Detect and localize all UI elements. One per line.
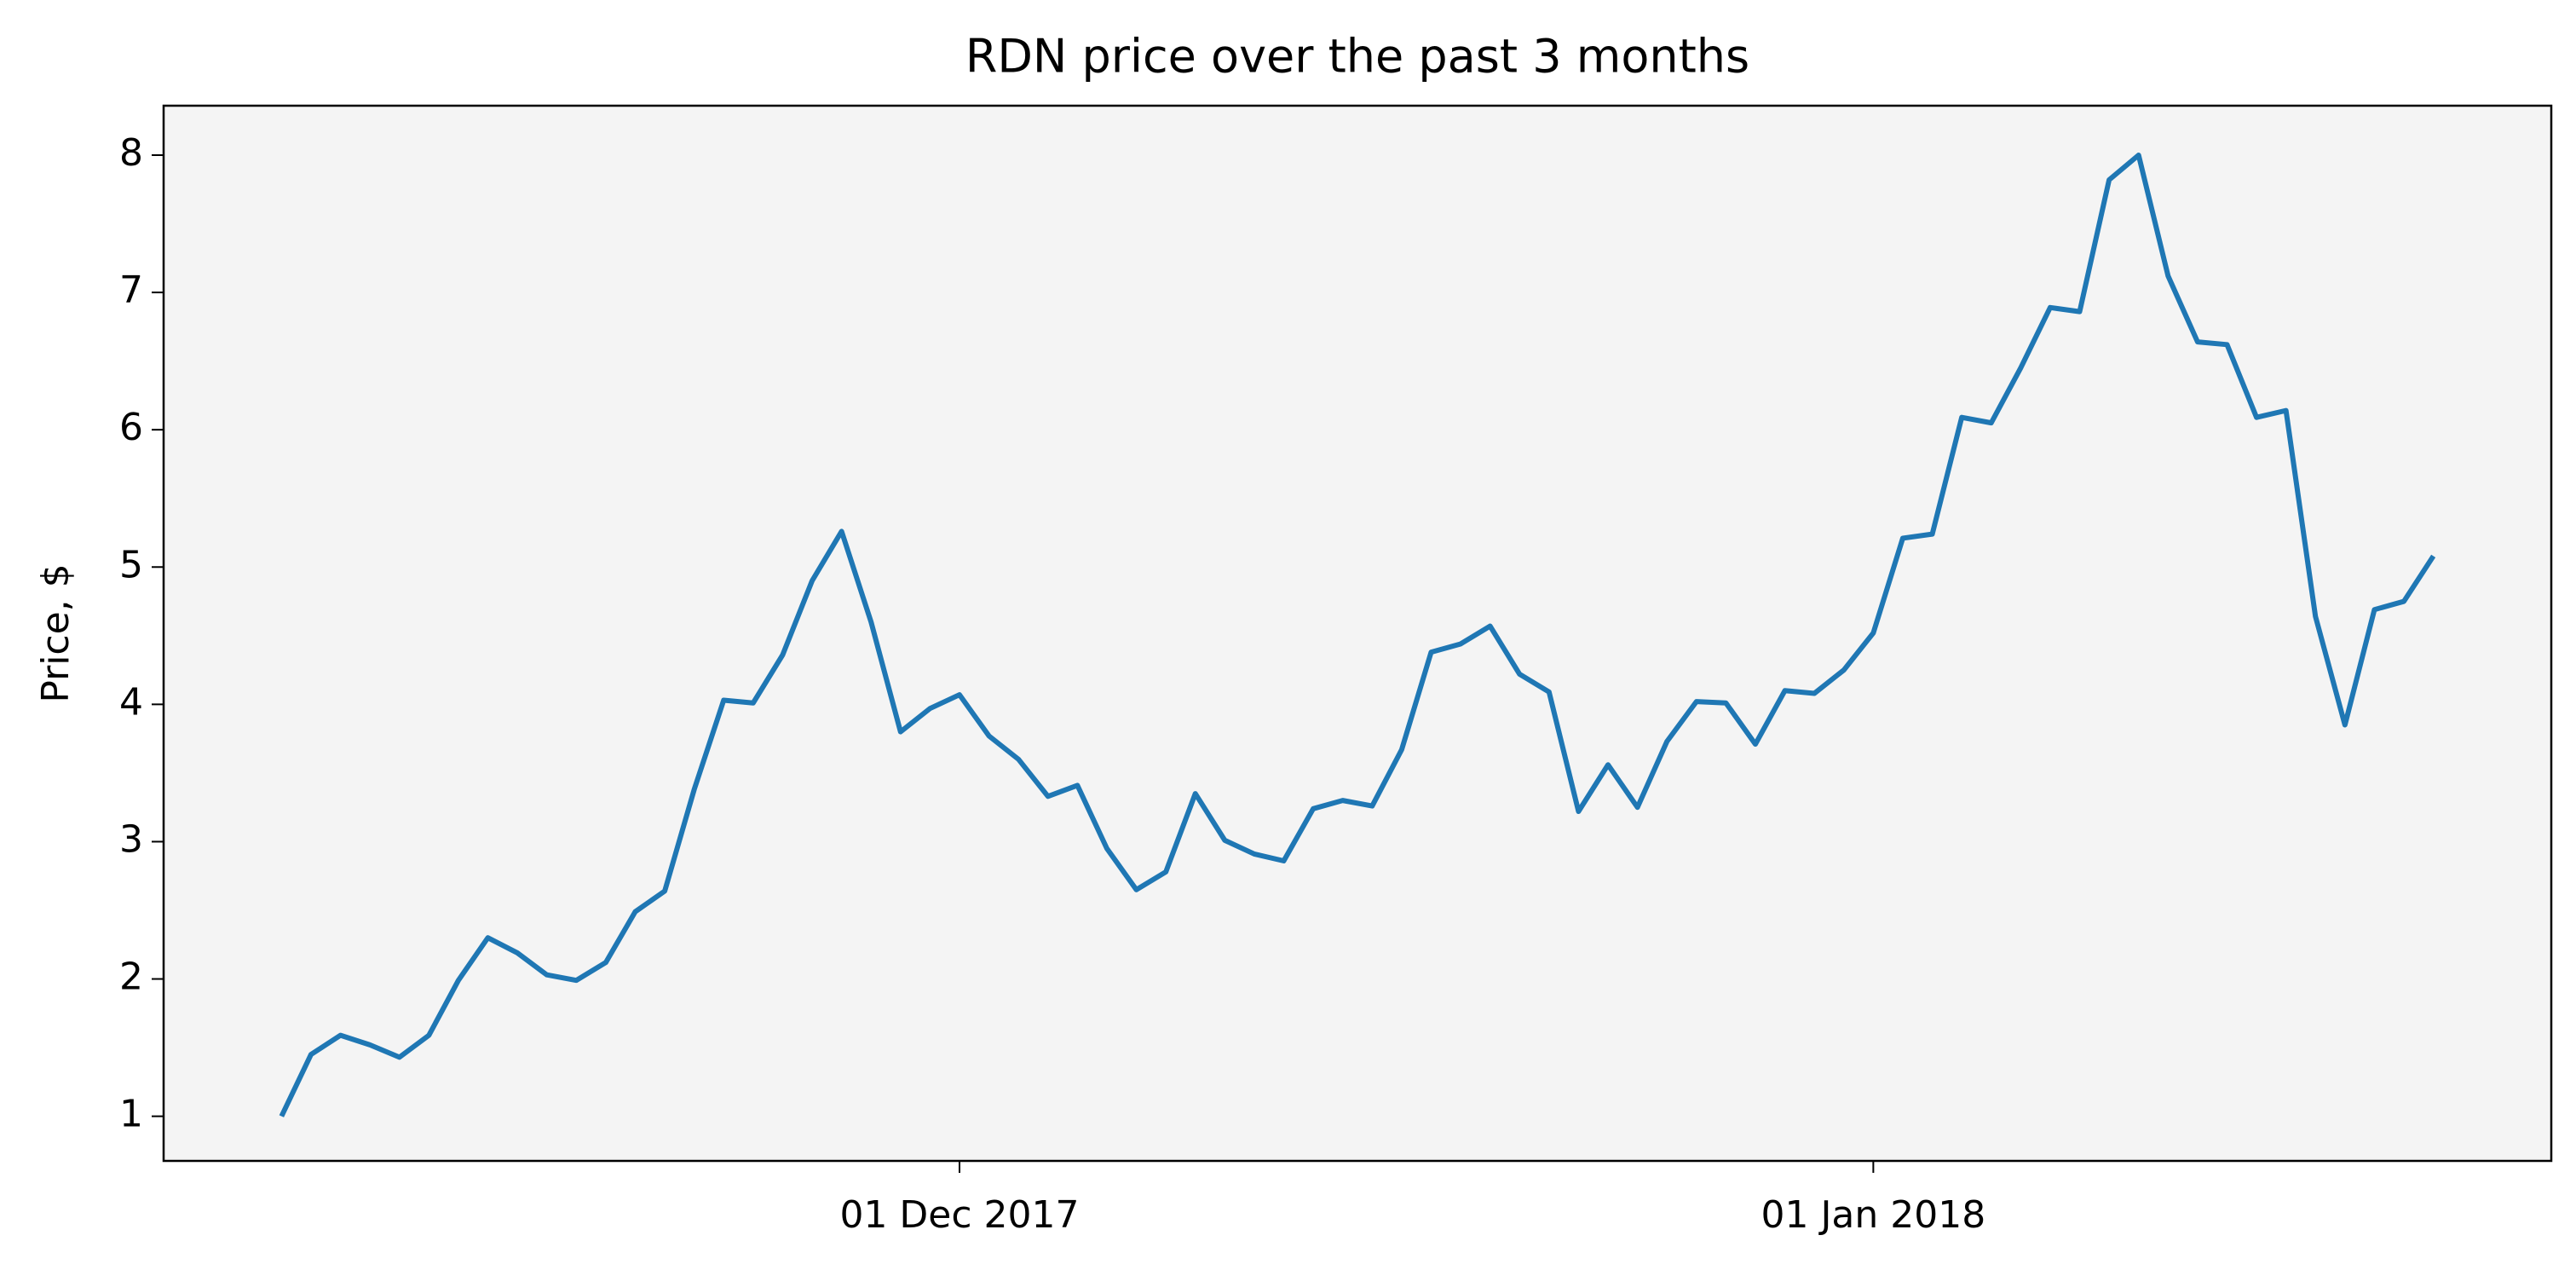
y-tick-label: 5: [119, 543, 143, 586]
plot-frame: [162, 104, 2553, 1163]
y-axis-label: Price, $: [34, 563, 78, 702]
y-tick-label: 4: [119, 680, 143, 724]
chart-title: RDN price over the past 3 months: [965, 30, 1749, 84]
y-tick-label: 2: [119, 955, 143, 999]
y-tick-label: 6: [119, 406, 143, 449]
x-tick-label: 01 Dec 2017: [839, 1193, 1079, 1237]
y-tick-label: 7: [119, 268, 143, 312]
y-tick-label: 1: [119, 1093, 143, 1136]
x-tick-label: 01 Jan 2018: [1761, 1193, 1985, 1237]
y-tick-label: 8: [119, 131, 143, 175]
plot-background: [164, 106, 2551, 1161]
price-line: [279, 152, 2436, 1117]
y-tick-label: 3: [119, 817, 143, 861]
